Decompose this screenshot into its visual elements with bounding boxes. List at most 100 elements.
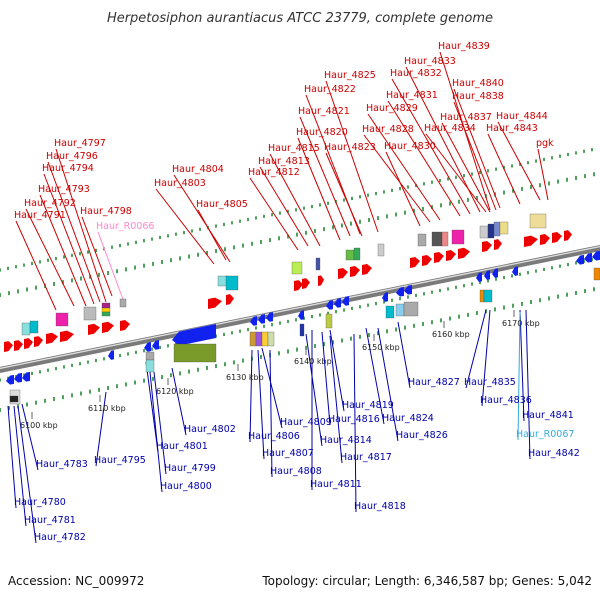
- gene-label: Haur_4793: [38, 184, 90, 195]
- feature-block: [417, 233, 427, 247]
- gene-label: Haur_4783: [36, 459, 88, 470]
- leader-line: [385, 151, 421, 227]
- gene-label: Haur_4813: [258, 156, 310, 167]
- kbp-tick-label: 6170 kbp: [502, 319, 540, 328]
- gene-label: Haur_4803: [154, 178, 206, 189]
- gene-label: Haur_4816: [328, 414, 380, 425]
- leader-line: [7, 405, 17, 509]
- reverse-gene-arrow: [396, 286, 404, 297]
- reverse-gene-arrow: [592, 250, 600, 261]
- leader-line: [55, 148, 107, 303]
- forward-gene-arrow: [422, 254, 432, 266]
- forward-gene-arrow: [362, 263, 372, 275]
- leader-line: [517, 311, 521, 441]
- reverse-gene-arrow: [6, 374, 14, 385]
- gene-label: Haur_4837: [440, 112, 492, 123]
- gene-label: Haur_4794: [42, 163, 94, 174]
- gene-label: Haur_4807: [262, 448, 314, 459]
- feature-block: [173, 343, 217, 363]
- gene-label: Haur_4835: [464, 377, 516, 388]
- gene-label: Haur_R0067: [516, 429, 574, 440]
- feature-block: [385, 305, 395, 319]
- gene-label: Haur_R0066: [96, 221, 154, 232]
- gene-label: Haur_4811: [310, 479, 362, 490]
- leader-line: [153, 371, 167, 475]
- gene-label: Haur_4823: [324, 142, 376, 153]
- gene-label: Haur_4820: [296, 127, 348, 138]
- gene-label: Haur_4819: [342, 400, 394, 411]
- gene-label: Haur_4814: [320, 435, 372, 446]
- forward-gene-arrow: [410, 256, 420, 268]
- feature-block: [479, 289, 485, 303]
- forward-gene-arrow: [60, 330, 74, 342]
- leader-line: [453, 101, 497, 211]
- leader-line: [353, 333, 357, 513]
- kbp-tick-label: 6110 kbp: [88, 404, 126, 413]
- forward-gene-arrow: [446, 249, 456, 261]
- feature-block: [255, 331, 263, 347]
- leader-line: [81, 216, 113, 297]
- gene-label: Haur_4828: [362, 124, 414, 135]
- leader-line: [149, 371, 163, 493]
- gene-label: Haur_4832: [390, 68, 442, 79]
- reverse-gene-arrow: [250, 316, 257, 326]
- forward-gene-arrow: [14, 340, 23, 351]
- reverse-gene-arrow: [492, 268, 498, 278]
- label-leader-lines: [7, 51, 549, 544]
- kbp-tick-label: 6120 kbp: [156, 387, 194, 396]
- gene-label: Haur_4826: [396, 430, 448, 441]
- gene-label: Haur_4840: [452, 78, 504, 89]
- reverse-gene-arrow: [342, 296, 349, 306]
- map-title: Herpetosiphon aurantiacus ATCC 23779, co…: [107, 11, 493, 26]
- leader-line: [261, 347, 283, 429]
- gene-label: Haur_4844: [496, 111, 548, 122]
- gene-label: Haur_4821: [298, 106, 350, 117]
- forward-gene-arrow: [46, 332, 58, 344]
- leader-line: [325, 152, 363, 237]
- forward-gene-arrow: [552, 231, 562, 243]
- forward-gene-arrow: [120, 319, 130, 331]
- feature-block: [101, 311, 111, 317]
- leader-line: [171, 367, 187, 436]
- gene-label: Haur_4799: [164, 463, 216, 474]
- gene-label: Haur_4798: [80, 206, 132, 217]
- feature-block: [403, 301, 419, 317]
- kbp-tick-label: 6150 kbp: [362, 343, 400, 352]
- leader-line: [391, 78, 471, 215]
- leader-line: [95, 391, 107, 467]
- forward-gene-arrow: [458, 247, 470, 259]
- leader-line: [197, 209, 227, 261]
- gene-label: Haur_4841: [522, 410, 574, 421]
- feature-block: [377, 243, 385, 257]
- leader-line: [363, 134, 431, 223]
- reverse-gene-arrow: [22, 371, 30, 382]
- forward-gene-arrow: [434, 251, 444, 263]
- leader-line: [259, 166, 309, 247]
- leader-line: [465, 309, 487, 389]
- forward-gene-arrow: [208, 297, 222, 309]
- forward-gene-arrow: [24, 338, 33, 349]
- gene-label: Haur_4802: [184, 424, 236, 435]
- gene-label: Haur_4836: [480, 395, 532, 406]
- kbp-tick-label: 6140 kbp: [294, 357, 332, 366]
- forward-gene-arrow: [4, 341, 13, 352]
- leader-line: [487, 133, 521, 205]
- leader-line: [367, 113, 441, 221]
- gene-label: Haur_4833: [404, 56, 456, 67]
- leader-line: [525, 309, 531, 460]
- leader-line: [297, 137, 341, 241]
- forward-gene-arrow: [482, 240, 492, 252]
- forward-gene-arrow: [294, 280, 303, 291]
- feature-block: [479, 225, 489, 239]
- leader-line: [21, 403, 39, 471]
- feature-block: [451, 229, 465, 245]
- gene-label: Haur_4831: [386, 90, 438, 101]
- gene-label: Haur_4791: [14, 210, 66, 221]
- leader-line: [269, 153, 321, 247]
- feature-block: [9, 395, 19, 403]
- gene-label: Haur_4815: [268, 143, 320, 154]
- reverse-gene-arrow: [512, 266, 518, 276]
- reverse-gene-arrow: [326, 300, 333, 310]
